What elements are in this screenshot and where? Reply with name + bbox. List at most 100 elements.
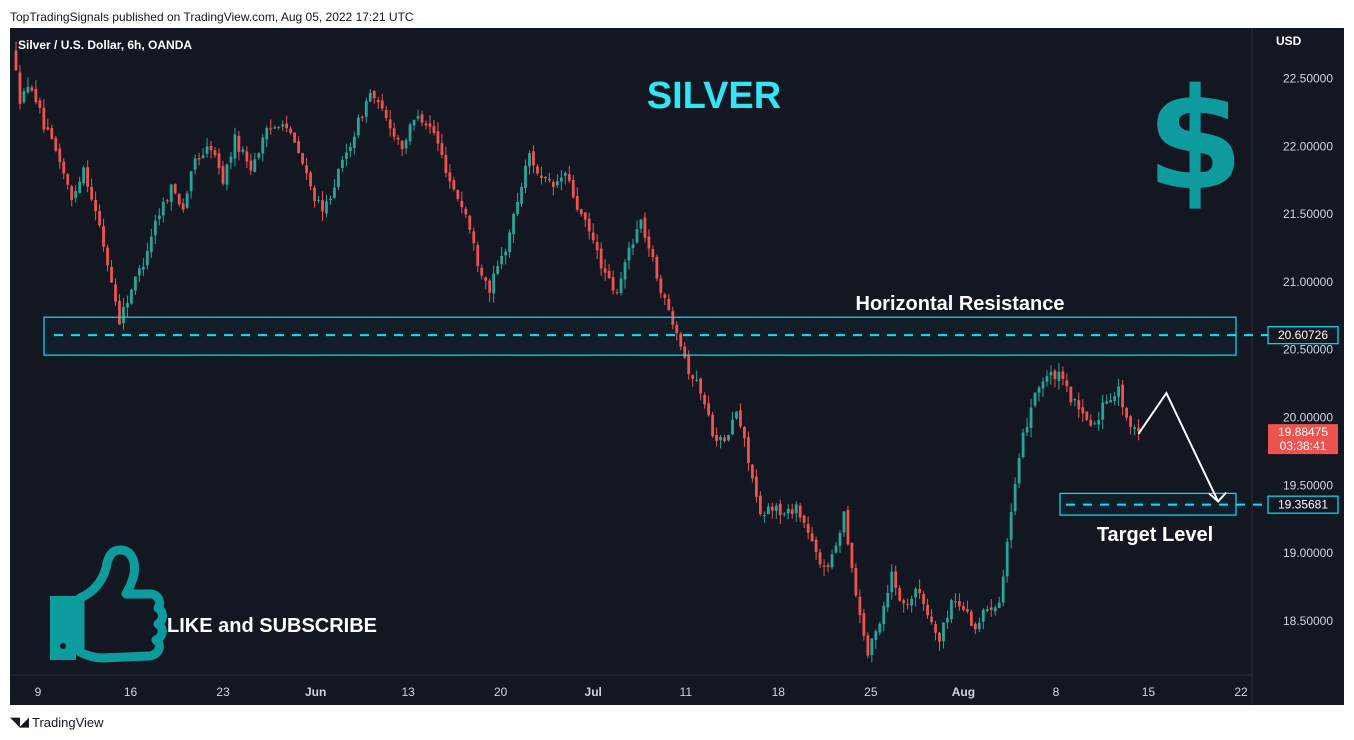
candle [758,491,762,516]
candle [719,434,722,449]
candle [611,270,615,295]
time-tick-label: Jun [305,685,326,699]
candle [229,152,233,170]
candle [946,610,949,629]
candle [201,148,205,159]
candle [882,601,886,632]
candle [751,464,754,483]
candle [1113,391,1117,406]
candle [1053,368,1057,388]
time-tick-label: Jul [585,685,602,699]
candle [575,187,579,212]
candle [149,228,153,258]
candle [313,185,316,208]
forecast-arrow [1137,391,1220,502]
candle [1005,537,1009,583]
candle [165,199,169,205]
candle [770,502,774,519]
candle [114,278,117,306]
candle [878,621,882,636]
candle [54,135,58,153]
candle [786,504,790,520]
candle [599,242,603,276]
target-price-value: 19.35681 [1278,498,1328,512]
candle [408,122,412,145]
candle [360,115,364,122]
candle [297,136,301,154]
candle [309,170,312,191]
price-ticks-layer: 22.50000 22.00000 21.50000 21.00000 20.50000… [1283,72,1333,628]
candle [985,605,989,613]
candle [396,134,400,145]
candle [241,146,245,155]
candle [898,585,902,602]
candle [818,548,822,569]
candle [1069,386,1073,406]
tradingview-brand: TradingView [32,714,104,730]
candle [886,584,890,612]
candle [838,530,842,553]
candle [492,265,496,303]
candle [217,148,221,175]
candle [265,125,269,148]
target-label: Target Level [1097,524,1213,546]
candle [615,288,619,295]
candle [711,411,714,438]
candle [1045,370,1049,387]
candle [862,608,866,641]
candle [814,536,818,560]
price-tick-label: 21.00000 [1283,275,1333,289]
candle [754,469,758,503]
candle [595,234,599,260]
candle [890,563,894,600]
chart-panel[interactable]: 22.50000 22.00000 21.50000 21.00000 20.50000… [10,28,1344,705]
promo-text: LIKE and SUBSCRIBE [167,615,377,637]
candle [42,99,46,133]
candle [739,403,742,429]
candle [997,596,1001,609]
candle [38,97,42,114]
candle [440,133,444,159]
candle [532,145,535,174]
candle [173,183,177,195]
time-tick-label: 9 [35,685,42,699]
candle [822,559,826,576]
candle [141,258,145,276]
candle [679,331,683,351]
candle [372,90,376,104]
candle [715,427,718,447]
candle [958,593,961,611]
candle [448,164,452,189]
candle [50,124,54,140]
candle [762,511,766,523]
candle [555,174,559,189]
time-tick-label: 11 [680,685,693,699]
candle [1037,385,1041,402]
forecast-arrowhead [1208,491,1227,503]
candle [352,131,356,155]
price-tick-label: 18.50000 [1283,614,1333,628]
candle [86,160,90,193]
candle [830,549,834,570]
candle [193,154,197,175]
candle [305,157,308,180]
candle [969,609,973,627]
candle [436,122,440,152]
candle [583,212,587,227]
candle [703,392,707,409]
candle [145,242,149,270]
candle [631,238,635,256]
price-chart[interactable]: 22.50000 22.00000 21.50000 21.00000 20.50000… [10,28,1344,705]
candle [424,120,428,130]
candle [102,218,105,252]
candle [950,598,953,624]
candle [806,516,810,540]
candle [169,183,173,211]
tradingview-footer[interactable]: ◥◢ TradingView [10,714,104,730]
candle [130,288,133,305]
resistance-price-tag: 20.60726 [1267,326,1339,345]
candle [333,178,336,199]
candle [137,265,141,283]
candle [655,254,659,282]
candle [782,511,786,517]
